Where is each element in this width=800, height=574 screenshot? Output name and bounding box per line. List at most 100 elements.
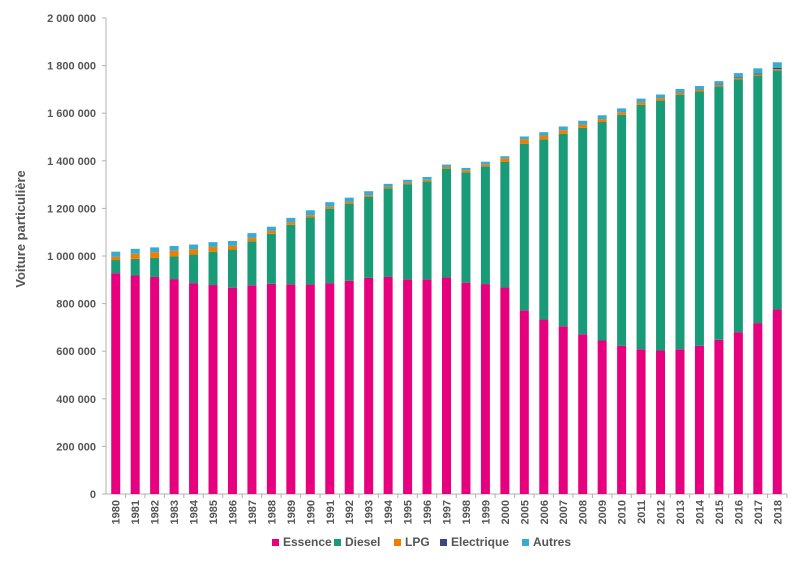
legend-swatch-essence [272,539,279,546]
bar-segment-autres [714,81,723,84]
bar-segment-autres [617,108,626,112]
x-tick-label: 1996 [422,500,434,524]
bar-segment-lpg [384,187,393,188]
bar-segment-diesel [675,95,684,350]
bar-segment-autres [209,242,218,247]
bar-segment-diesel [384,188,393,277]
x-tick-label: 2009 [597,500,609,524]
bar-segment-autres [637,99,646,103]
bar-segment-lpg [228,246,237,250]
y-tick-label: 800 000 [56,299,96,311]
bar-segment-lpg [617,112,626,115]
bar-segment-lpg [656,98,665,100]
x-tick-label: 1984 [189,499,201,524]
bar-segment-diesel [598,122,607,340]
bar-segment-diesel [539,139,548,319]
x-tick-label: 1989 [286,500,298,524]
bar-segment-diesel [267,234,276,284]
bar-segment-essence [306,285,315,494]
bar-segment-autres [695,86,704,90]
x-tick-label: 1983 [169,500,181,524]
bar-segment-diesel [461,172,470,282]
bar-segment-electrique [753,74,762,75]
x-tick-label: 1994 [383,499,395,524]
bar-segment-lpg [773,69,782,70]
bar-segment-diesel [345,204,354,281]
bar-segment-lpg [150,252,159,258]
y-tick-label: 200 000 [56,441,96,453]
bar-segment-diesel [286,225,295,285]
x-tick-label: 1995 [403,500,415,524]
bar-segment-diesel [111,260,120,273]
y-tick-label: 2 000 000 [47,13,96,25]
legend-label-essence: Essence [283,535,332,549]
bar-segment-diesel [637,105,646,349]
x-tick-label: 2018 [772,500,784,524]
bar-segment-essence [325,283,334,494]
x-tick-label: 2015 [714,500,726,524]
bar-segment-autres [461,168,470,170]
bar-segment-lpg [442,167,451,169]
x-tick-label: 2006 [539,500,551,524]
bar-segment-lpg [189,249,198,254]
bar-segment-essence [267,284,276,494]
bar-segment-autres [423,177,432,180]
legend-swatch-autres [522,539,529,546]
bar-segment-lpg [306,215,315,217]
x-tick-label: 2014 [694,499,706,524]
bar-segment-autres [578,121,587,125]
bar-segment-autres [442,165,451,167]
bar-segment-lpg [111,257,120,260]
legend-label-lpg: LPG [405,535,430,549]
bar-segment-diesel [150,258,159,277]
legend-swatch-diesel [334,539,341,546]
bar-segment-lpg [423,180,432,181]
bar-segment-lpg [345,202,354,204]
bar-segment-essence [656,350,665,494]
bar-segment-lpg [481,164,490,166]
bar-segment-diesel [403,184,412,279]
bar-segment-autres [384,184,393,187]
bar-segment-autres [247,233,256,238]
x-tick-label: 1999 [480,500,492,524]
y-tick-label: 1 600 000 [47,108,96,120]
bar-segment-lpg [131,254,140,259]
bar-segment-diesel [714,86,723,339]
bars-layer [111,62,782,494]
x-tick-label: 1997 [442,500,454,524]
bar-segment-essence [578,334,587,494]
bar-segment-essence [189,283,198,494]
bar-segment-autres [656,95,665,99]
bar-segment-autres [773,62,782,68]
x-tick-label: 1986 [227,500,239,524]
x-tick-label: 2013 [675,500,687,524]
bar-segment-autres [559,126,568,130]
bar-segment-autres [364,191,373,195]
bar-segment-autres [481,162,490,165]
y-tick-label: 1 000 000 [47,251,96,263]
bar-segment-lpg [695,90,704,92]
bar-segment-autres [520,136,529,139]
bar-segment-lpg [364,195,373,197]
bar-segment-autres [170,246,179,251]
bar-segment-diesel [656,101,665,351]
y-tick-label: 1 400 000 [47,156,96,168]
bar-segment-autres [286,218,295,223]
legend-label-diesel: Diesel [345,535,380,549]
x-tick-label: 1987 [247,500,259,524]
x-tick-label: 1998 [461,500,473,524]
bar-segment-diesel [734,79,743,332]
bar-segment-essence [364,278,373,494]
bar-segment-diesel [695,92,704,346]
x-tick-label: 1981 [130,500,142,524]
bar-segment-autres [345,198,354,202]
bar-segment-diesel [753,76,762,324]
bar-segment-lpg [714,85,723,86]
bar-segment-essence [773,310,782,494]
bar-segment-lpg [734,78,743,79]
x-tick-label: 2007 [558,500,570,524]
x-tick-label: 1988 [266,500,278,524]
bar-segment-autres [267,227,276,231]
bar-segment-lpg [267,231,276,234]
bar-segment-essence [598,340,607,494]
